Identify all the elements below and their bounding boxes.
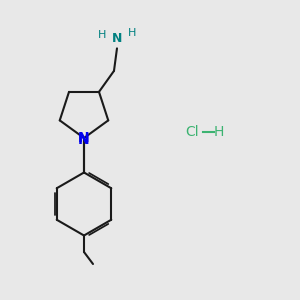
Text: H: H xyxy=(98,30,106,40)
Text: N: N xyxy=(78,133,90,146)
Text: H: H xyxy=(128,28,136,38)
Text: Cl: Cl xyxy=(185,125,199,139)
Text: H: H xyxy=(214,125,224,139)
Text: N: N xyxy=(112,32,122,45)
Text: N: N xyxy=(78,131,90,145)
